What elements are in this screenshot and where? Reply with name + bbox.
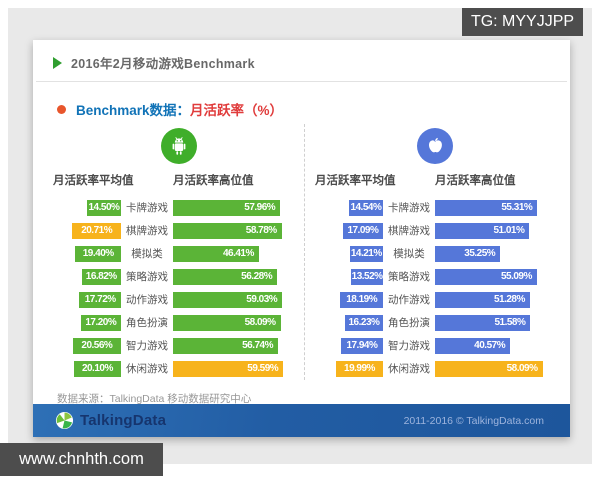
category-label: 模拟类 [131,248,163,260]
high-value-bar: 55.31% [435,199,538,216]
high-value-bar: 58.09% [435,360,543,377]
subtitle-prefix: Benchmark数据： [76,103,191,118]
category-label: 模拟类 [393,248,425,260]
category-label: 智力游戏 [126,340,168,352]
category-label: 卡牌游戏 [388,202,430,214]
category-label: 休闲游戏 [388,363,430,375]
benchmark-row: 17.72% 动作游戏 59.03% [53,288,304,311]
high-value-bar: 51.58% [435,314,531,331]
high-value-bar: 58.78% [173,222,282,239]
benchmark-row: 16.82% 策略游戏 56.28% [53,265,304,288]
watermark-bottom-left: www.chnhth.com [0,443,163,476]
data-source-note: 数据来源：TalkingData 移动数据研究中心 [57,393,252,405]
avg-value-box: 16.82% [81,268,121,285]
benchmark-row: 20.71% 棋牌游戏 58.78% [53,219,304,242]
benchmark-row: 18.19% 动作游戏 51.28% [315,288,555,311]
copyright-text: 2011-2016 © TalkingData.com [403,414,544,427]
avg-column-header: 月活跃率平均值 [315,175,396,187]
high-value-bar: 46.41% [173,245,259,262]
avg-value-box: 17.09% [342,222,383,239]
benchmark-row: 16.23% 角色扮演 51.58% [315,311,555,334]
category-label: 策略游戏 [388,271,430,283]
high-value-bar: 40.57% [435,337,511,354]
brand-name: TalkingData [80,412,167,429]
category-label: 智力游戏 [388,340,430,352]
benchmark-row: 19.40% 模拟类 46.41% [53,242,304,265]
avg-value-box: 18.19% [340,291,383,308]
high-value-bar: 59.59% [173,360,284,377]
benchmark-row: 14.21% 模拟类 35.25% [315,242,555,265]
ios-panel: 月活跃率平均值 月活跃率高位值 14.54% 卡牌游戏 55.31% 17.09% 棋牌… [304,124,555,380]
bullet-icon [57,105,66,114]
avg-value-box: 14.54% [348,199,383,216]
subtitle-highlight: 月活跃率（%） [190,103,284,118]
high-value-bar: 35.25% [435,245,501,262]
android-icon-row [53,124,304,168]
ios-column-headers: 月活跃率平均值 月活跃率高位值 [315,172,555,188]
category-label: 角色扮演 [388,317,430,329]
category-label: 卡牌游戏 [126,202,168,214]
benchmark-row: 17.20% 角色扮演 58.09% [53,311,304,334]
avg-value-box: 19.99% [336,360,383,377]
subtitle-row: Benchmark数据：月活跃率（%） [57,99,570,120]
high-value-bar: 56.74% [173,337,278,354]
ios-rows: 14.54% 卡牌游戏 55.31% 17.09% 棋牌游戏 51.01% 14.21% 模拟… [315,196,555,380]
apple-icon [417,128,453,164]
category-label: 动作游戏 [388,294,430,306]
avg-value-box: 14.50% [86,199,121,216]
avg-value-box: 17.72% [79,291,121,308]
android-panel: 月活跃率平均值 月活跃率高位值 14.50% 卡牌游戏 57.96% 20.71% 棋牌… [53,124,304,380]
page-title: 2016年2月移动游戏Benchmark [71,57,255,71]
android-column-headers: 月活跃率平均值 月活跃率高位值 [53,172,304,188]
category-label: 棋牌游戏 [126,225,168,237]
avg-value-box: 20.10% [73,360,121,377]
benchmark-card: 2016年2月移动游戏Benchmark Benchmark数据：月活跃率（%） [33,40,570,437]
benchmark-row: 19.99% 休闲游戏 58.09% [315,357,555,380]
watermark-top-right: TG: MYYJJPP [462,8,583,36]
high-value-bar: 58.09% [173,314,281,331]
avg-value-box: 17.94% [340,337,383,354]
category-label: 角色扮演 [126,317,168,329]
high-value-bar: 57.96% [173,199,281,216]
benchmark-row: 17.94% 智力游戏 40.57% [315,334,555,357]
play-triangle-icon [53,56,62,69]
benchmark-row: 20.56% 智力游戏 56.74% [53,334,304,357]
high-value-bar: 51.28% [435,291,530,308]
platform-panels: 月活跃率平均值 月活跃率高位值 14.50% 卡牌游戏 57.96% 20.71% 棋牌… [33,122,570,380]
benchmark-row: 14.54% 卡牌游戏 55.31% [315,196,555,219]
avg-value-box: 20.56% [72,337,121,354]
android-icon [160,128,197,164]
card-header: 2016年2月移动游戏Benchmark [33,40,570,81]
avg-value-box: 13.52% [351,268,383,285]
high-value-bar: 51.01% [435,222,530,239]
benchmark-row: 17.09% 棋牌游戏 51.01% [315,219,555,242]
ios-icon-row [315,124,555,168]
talkingdata-pinwheel-icon [55,411,74,430]
high-value-bar: 55.09% [435,268,537,285]
category-label: 动作游戏 [126,294,168,306]
high-column-header: 月活跃率高位值 [173,175,254,187]
footer-bar: TalkingData 2011-2016 © TalkingData.com [33,404,570,437]
title-divider [36,81,567,82]
high-value-bar: 56.28% [173,268,278,285]
avg-value-box: 19.40% [75,245,121,262]
high-column-header: 月活跃率高位值 [435,175,516,187]
avg-value-box: 20.71% [72,222,121,239]
avg-value-box: 14.21% [349,245,383,262]
benchmark-row: 13.52% 策略游戏 55.09% [315,265,555,288]
avg-column-header: 月活跃率平均值 [53,175,134,187]
category-label: 策略游戏 [126,271,168,283]
benchmark-row: 14.50% 卡牌游戏 57.96% [53,196,304,219]
avg-value-box: 16.23% [344,314,383,331]
category-label: 棋牌游戏 [388,225,430,237]
benchmark-row: 20.10% 休闲游戏 59.59% [53,357,304,380]
avg-value-box: 17.20% [80,314,121,331]
talkingdata-logo: TalkingData [55,411,166,430]
high-value-bar: 59.03% [173,291,283,308]
category-label: 休闲游戏 [126,363,168,375]
android-rows: 14.50% 卡牌游戏 57.96% 20.71% 棋牌游戏 58.78% 19.40% 模拟… [53,196,304,380]
